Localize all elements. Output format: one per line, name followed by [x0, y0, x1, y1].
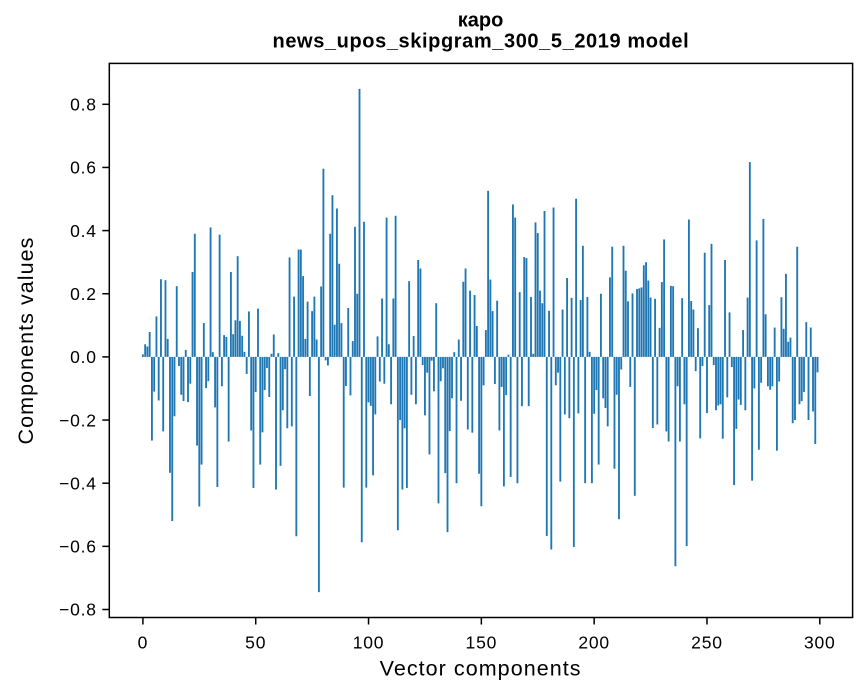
svg-text:news_upos_skipgram_300_5_2019: news_upos_skipgram_300_5_2019 model	[273, 30, 690, 52]
svg-text:100: 100	[353, 633, 385, 653]
svg-text:Components values: Components values	[14, 237, 38, 445]
svg-text:−0.6: −0.6	[59, 537, 97, 557]
svg-text:300: 300	[804, 633, 836, 653]
svg-text:250: 250	[691, 633, 723, 653]
svg-text:0.0: 0.0	[70, 347, 97, 367]
svg-text:−0.8: −0.8	[59, 600, 97, 620]
svg-text:каро: каро	[458, 10, 504, 32]
svg-text:Vector components: Vector components	[380, 657, 582, 681]
svg-text:0.8: 0.8	[70, 95, 97, 115]
svg-text:0.6: 0.6	[70, 158, 97, 178]
svg-text:50: 50	[245, 633, 266, 653]
svg-text:0.2: 0.2	[70, 284, 97, 304]
svg-text:−0.2: −0.2	[59, 410, 97, 430]
svg-text:150: 150	[466, 633, 498, 653]
svg-text:200: 200	[578, 633, 610, 653]
svg-text:0: 0	[138, 633, 149, 653]
svg-text:0.4: 0.4	[70, 221, 97, 241]
svg-text:−0.4: −0.4	[59, 473, 97, 493]
